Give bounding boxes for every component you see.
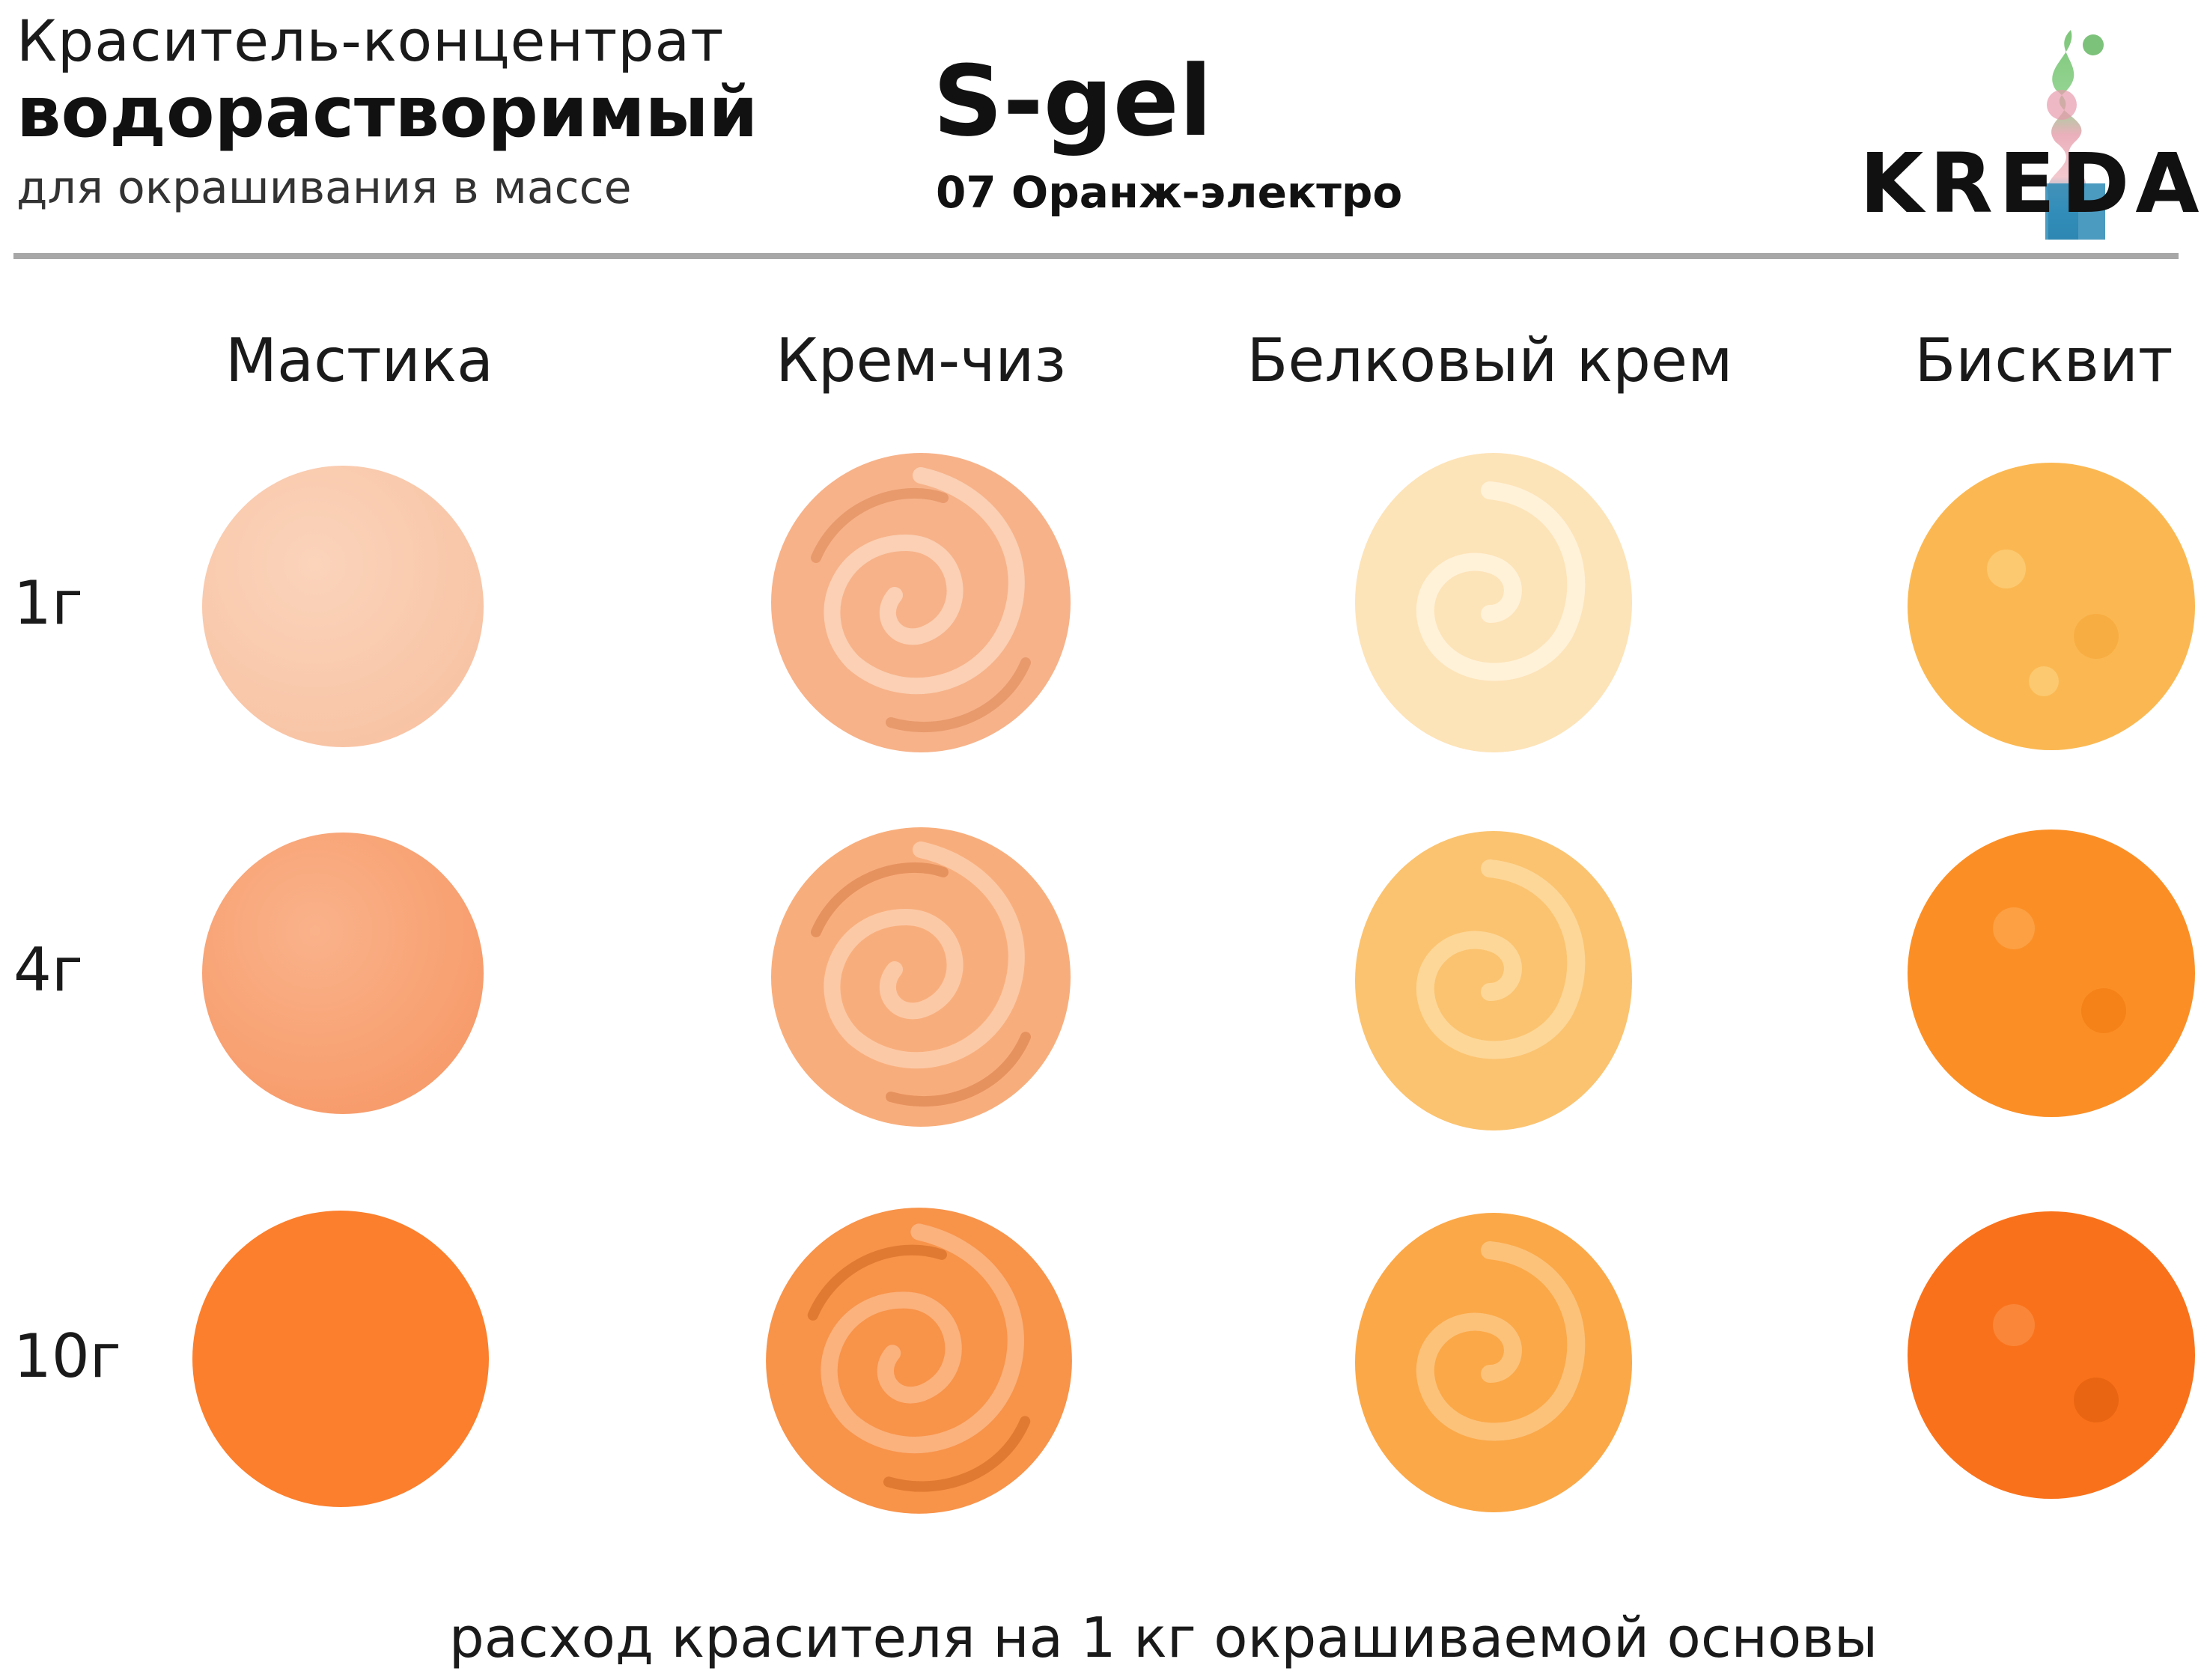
footer-note: расход красителя на 1 кг окрашиваемой ос… bbox=[448, 1606, 1878, 1670]
shade-name: 07 Оранж-электро bbox=[936, 167, 1403, 218]
mastika-sample-1g bbox=[193, 457, 493, 756]
biscuit-sample-4g bbox=[1902, 824, 2201, 1123]
protein-cream-sample-10g bbox=[1348, 1205, 1647, 1512]
title-line-2: водорастворимый bbox=[16, 72, 758, 153]
column-header-mastika: Мастика bbox=[225, 326, 493, 395]
row-label-4g: 4г bbox=[13, 935, 83, 1005]
brand-name: KREDA bbox=[1860, 136, 2206, 231]
header-divider bbox=[13, 253, 2179, 259]
column-header-protein-cream: Белковый крем bbox=[1246, 326, 1733, 395]
mastika-sample-10g bbox=[187, 1205, 489, 1507]
title-line-3: для окрашивания в массе bbox=[16, 162, 632, 214]
column-header-biscuit: Бисквит bbox=[1914, 326, 2173, 395]
biscuit-sample-10g bbox=[1902, 1205, 2201, 1505]
title-line-1: Краситель-концентрат bbox=[16, 7, 725, 74]
biscuit-sample-1g bbox=[1902, 457, 2201, 756]
cream-cheese-sample-10g bbox=[760, 1202, 1072, 1514]
protein-cream-sample-1g bbox=[1348, 445, 1647, 752]
row-label-10g: 10г bbox=[13, 1321, 121, 1391]
kreda-brand-icon bbox=[2041, 22, 2111, 240]
protein-cream-sample-4g bbox=[1348, 824, 1647, 1130]
mastika-sample-4g bbox=[193, 824, 493, 1123]
cream-cheese-sample-4g bbox=[764, 820, 1071, 1127]
product-name: S-gel bbox=[933, 44, 1213, 158]
row-label-1g: 1г bbox=[13, 568, 83, 638]
cream-cheese-sample-1g bbox=[764, 445, 1071, 752]
column-header-cream-cheese: Крем-чиз bbox=[776, 326, 1066, 395]
